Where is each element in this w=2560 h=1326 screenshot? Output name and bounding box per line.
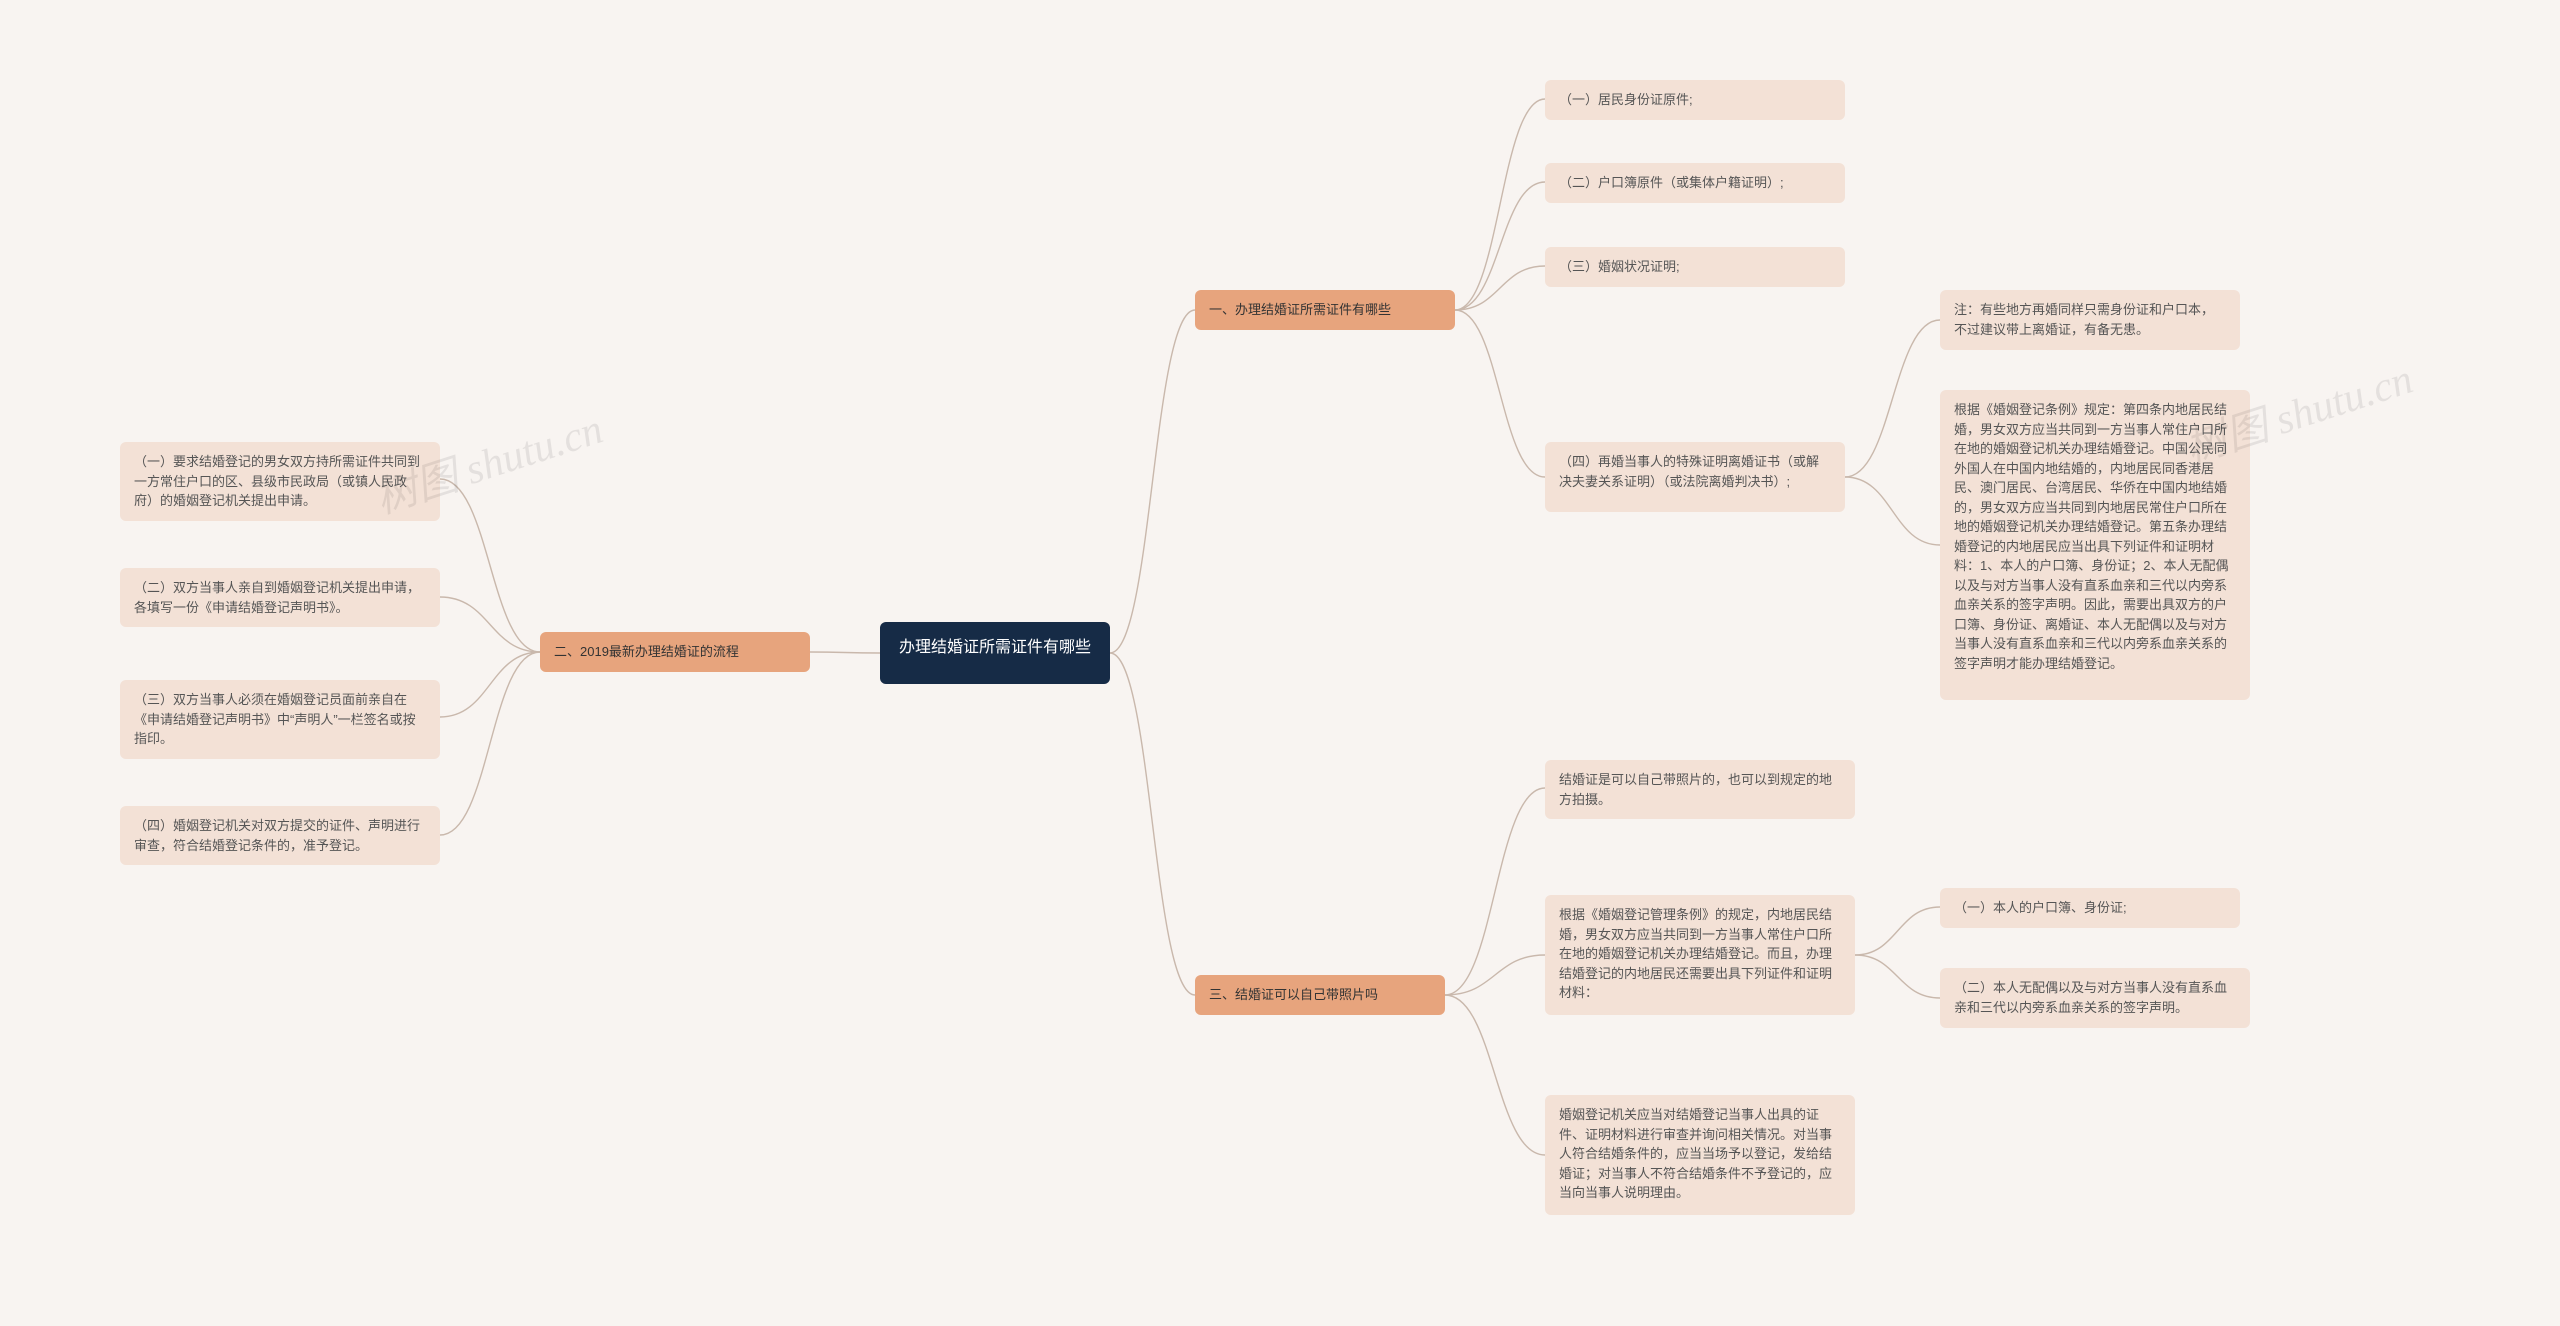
root-node-label: 办理结婚证所需证件有哪些 xyxy=(899,639,1091,656)
node-b3c2b: （二）本人无配偶以及与对方当事人没有直系血亲和三代以内旁系血亲关系的签字声明。 xyxy=(1940,968,2250,1028)
mindmap-canvas: 办理结婚证所需证件有哪些 一、办理结婚证所需证件有哪些 （一）居民身份证原件; （二）… xyxy=(0,0,2560,1326)
node-b3c2: 根据《婚姻登记管理条例》的规定，内地居民结婚，男女双方应当共同到一方当事人常住户… xyxy=(1545,895,1855,1015)
node-b2c2: （二）双方当事人亲自到婚姻登记机关提出申请，各填写一份《申请结婚登记声明书》。 xyxy=(120,568,440,627)
node-b3c2b-label: （二）本人无配偶以及与对方当事人没有直系血亲和三代以内旁系血亲关系的签字声明。 xyxy=(1954,980,2227,1015)
node-b3c2a-label: （一）本人的户口簿、身份证; xyxy=(1954,900,2127,915)
node-b3c3-label: 婚姻登记机关应当对结婚登记当事人出具的证件、证明材料进行审查并询问相关情况。对当… xyxy=(1559,1107,1832,1200)
branch-b1: 一、办理结婚证所需证件有哪些 xyxy=(1195,290,1455,330)
node-b1c2: （二）户口簿原件（或集体户籍证明）; xyxy=(1545,163,1845,203)
branch-b3-label: 三、结婚证可以自己带照片吗 xyxy=(1209,987,1378,1002)
root-node: 办理结婚证所需证件有哪些 xyxy=(880,622,1110,684)
node-b2c4: （四）婚姻登记机关对双方提交的证件、声明进行审查，符合结婚登记条件的，准予登记。 xyxy=(120,806,440,865)
node-b3c1: 结婚证是可以自己带照片的，也可以到规定的地方拍摄。 xyxy=(1545,760,1855,819)
node-b1c4-label: （四）再婚当事人的特殊证明离婚证书（或解决夫妻关系证明）（或法院离婚判决书）; xyxy=(1559,454,1819,489)
node-b3c2-label: 根据《婚姻登记管理条例》的规定，内地居民结婚，男女双方应当共同到一方当事人常住户… xyxy=(1559,907,1832,1000)
node-b2c1-label: （一）要求结婚登记的男女双方持所需证件共同到一方常住户口的区、县级市民政局（或镇… xyxy=(134,454,420,508)
node-b1c4: （四）再婚当事人的特殊证明离婚证书（或解决夫妻关系证明）（或法院离婚判决书）; xyxy=(1545,442,1845,512)
node-b3c2a: （一）本人的户口簿、身份证; xyxy=(1940,888,2240,928)
node-b1c4a: 注：有些地方再婚同样只需身份证和户口本，不过建议带上离婚证，有备无患。 xyxy=(1940,290,2240,350)
node-b2c4-label: （四）婚姻登记机关对双方提交的证件、声明进行审查，符合结婚登记条件的，准予登记。 xyxy=(134,818,420,853)
node-b1c3: （三）婚姻状况证明; xyxy=(1545,247,1845,287)
node-b1c3-label: （三）婚姻状况证明; xyxy=(1559,259,1680,274)
node-b1c1-label: （一）居民身份证原件; xyxy=(1559,92,1693,107)
node-b3c1-label: 结婚证是可以自己带照片的，也可以到规定的地方拍摄。 xyxy=(1559,772,1832,807)
node-b2c2-label: （二）双方当事人亲自到婚姻登记机关提出申请，各填写一份《申请结婚登记声明书》。 xyxy=(134,580,420,615)
node-b1c4a-label: 注：有些地方再婚同样只需身份证和户口本，不过建议带上离婚证，有备无患。 xyxy=(1954,302,2214,337)
branch-b1-label: 一、办理结婚证所需证件有哪些 xyxy=(1209,302,1391,317)
node-b1c2-label: （二）户口簿原件（或集体户籍证明）; xyxy=(1559,175,1784,190)
branch-b3: 三、结婚证可以自己带照片吗 xyxy=(1195,975,1445,1015)
node-b1c4b-label: 根据《婚姻登记条例》规定：第四条内地居民结婚，男女双方应当共同到一方当事人常住户… xyxy=(1954,402,2228,671)
node-b2c3: （三）双方当事人必须在婚姻登记员面前亲自在《申请结婚登记声明书》中“声明人”一栏… xyxy=(120,680,440,759)
node-b1c4b: 根据《婚姻登记条例》规定：第四条内地居民结婚，男女双方应当共同到一方当事人常住户… xyxy=(1940,390,2250,700)
node-b3c3: 婚姻登记机关应当对结婚登记当事人出具的证件、证明材料进行审查并询问相关情况。对当… xyxy=(1545,1095,1855,1215)
node-b2c1: （一）要求结婚登记的男女双方持所需证件共同到一方常住户口的区、县级市民政局（或镇… xyxy=(120,442,440,521)
branch-b2-label: 二、2019最新办理结婚证的流程 xyxy=(554,644,739,659)
branch-b2: 二、2019最新办理结婚证的流程 xyxy=(540,632,810,672)
node-b2c3-label: （三）双方当事人必须在婚姻登记员面前亲自在《申请结婚登记声明书》中“声明人”一栏… xyxy=(134,692,416,746)
node-b1c1: （一）居民身份证原件; xyxy=(1545,80,1845,120)
